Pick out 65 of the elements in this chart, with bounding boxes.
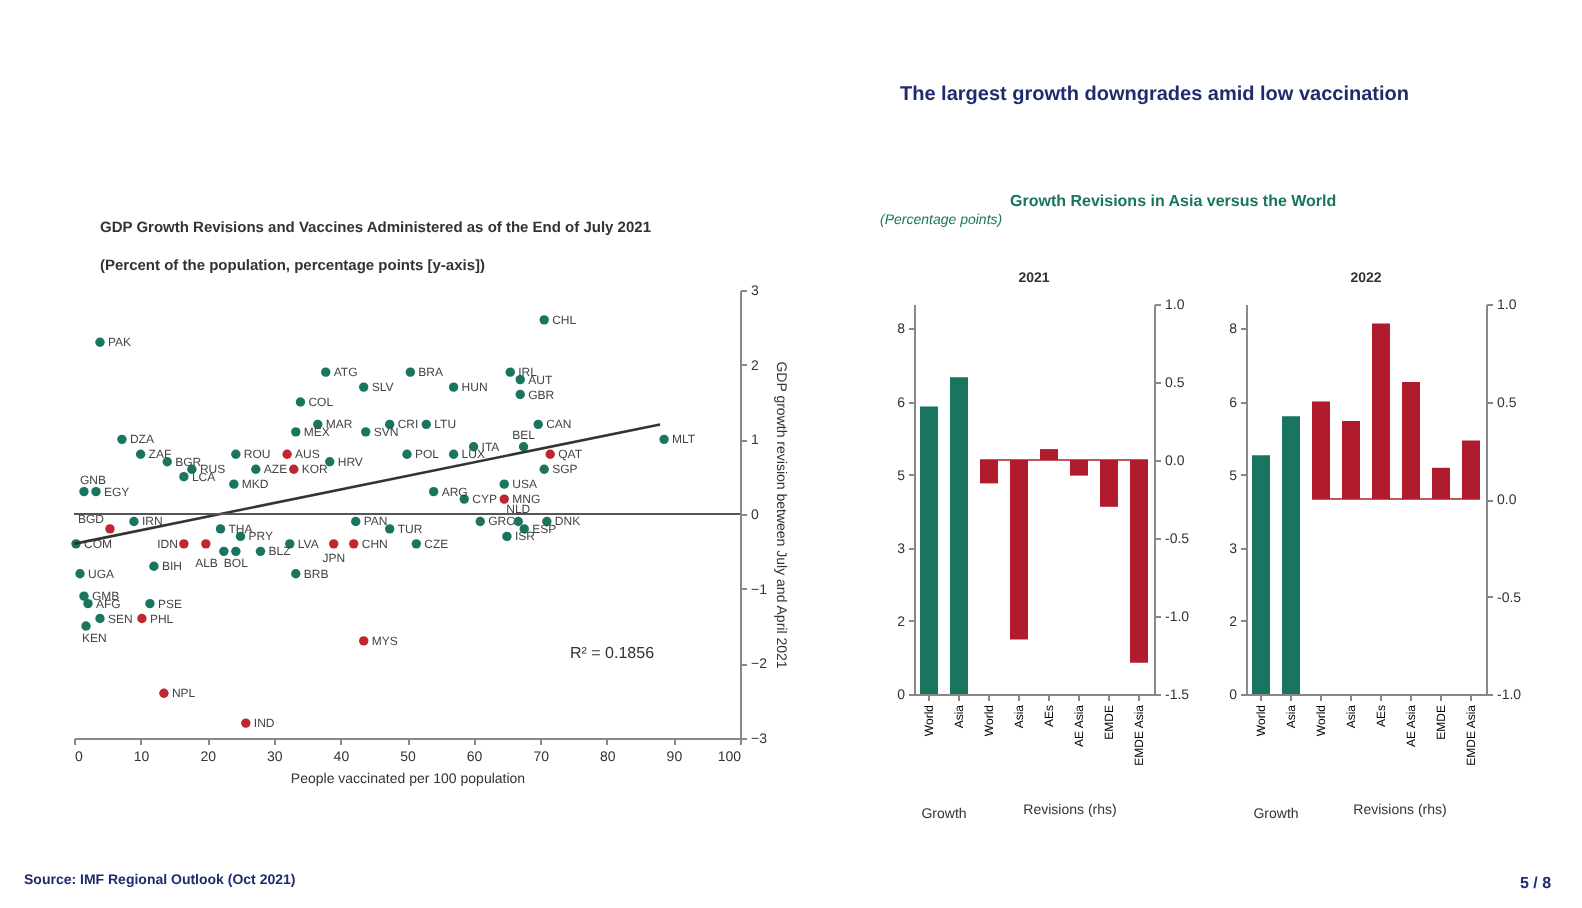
point xyxy=(384,524,395,534)
point xyxy=(79,486,89,497)
point xyxy=(475,516,485,527)
point xyxy=(229,479,239,489)
point xyxy=(349,539,359,549)
point xyxy=(359,382,369,392)
point xyxy=(137,613,147,624)
point xyxy=(499,494,509,504)
point xyxy=(515,389,525,400)
point xyxy=(325,457,335,467)
point xyxy=(502,531,512,542)
point xyxy=(282,449,292,459)
point xyxy=(251,464,261,474)
point xyxy=(359,636,369,646)
point xyxy=(295,397,306,407)
point xyxy=(95,613,105,624)
point xyxy=(159,688,169,698)
point xyxy=(402,449,412,459)
point xyxy=(518,442,529,452)
point xyxy=(505,367,515,377)
point xyxy=(499,479,509,489)
point xyxy=(149,561,159,571)
point xyxy=(361,427,371,437)
point xyxy=(255,546,266,557)
point xyxy=(533,419,543,430)
point xyxy=(329,539,339,549)
point xyxy=(411,539,422,549)
point xyxy=(215,524,226,534)
point xyxy=(129,516,139,527)
point xyxy=(91,486,101,497)
point xyxy=(179,471,189,482)
point xyxy=(201,539,211,549)
point xyxy=(117,434,127,445)
point xyxy=(75,569,85,579)
point xyxy=(179,539,189,549)
text: 5 / 8 xyxy=(1520,874,1552,893)
point xyxy=(241,718,251,728)
annotation: R² = 0.1856 xyxy=(570,644,655,663)
point xyxy=(291,427,301,437)
point xyxy=(231,546,241,557)
point xyxy=(219,546,229,557)
point xyxy=(291,569,301,579)
point xyxy=(448,382,459,392)
point xyxy=(135,449,146,459)
point xyxy=(321,367,331,377)
point xyxy=(105,524,115,534)
point xyxy=(448,449,459,459)
point xyxy=(231,449,241,459)
point xyxy=(545,449,555,459)
point xyxy=(428,486,439,497)
point xyxy=(79,591,89,601)
point xyxy=(405,367,416,377)
point xyxy=(145,598,155,609)
point xyxy=(421,419,431,430)
point xyxy=(659,434,669,445)
point xyxy=(83,598,93,609)
point xyxy=(351,516,361,527)
point xyxy=(95,337,105,347)
point xyxy=(539,315,549,325)
text: Growth Revisions in Asia versus the World xyxy=(1010,192,1337,211)
text: The largest growth downgrades amid low vaccination xyxy=(900,84,1409,107)
point xyxy=(539,464,549,474)
point xyxy=(81,621,91,631)
point xyxy=(162,457,172,467)
point xyxy=(289,464,299,474)
